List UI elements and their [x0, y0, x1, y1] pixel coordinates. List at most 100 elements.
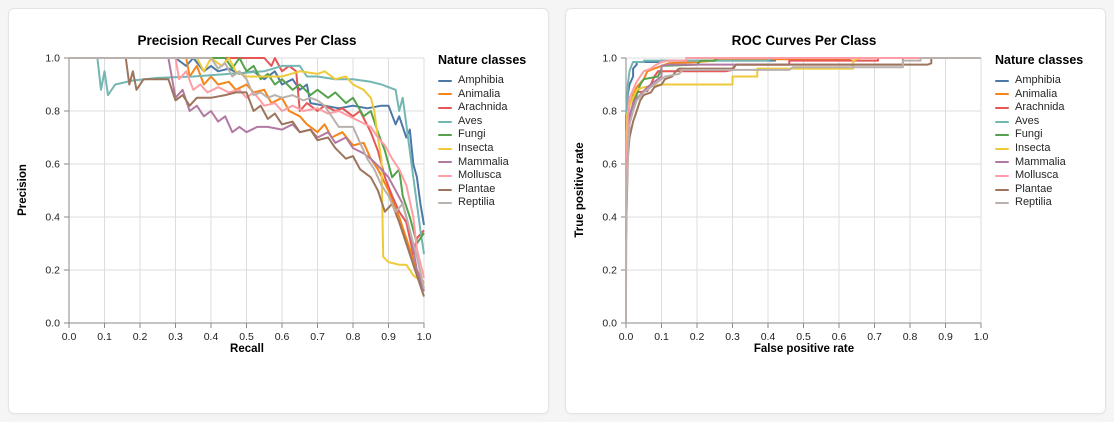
svg-text:0.7: 0.7 [867, 331, 882, 343]
svg-text:1.0: 1.0 [974, 331, 989, 343]
legend-label: Fungi [458, 128, 486, 141]
legend-label: Animalia [458, 87, 501, 100]
svg-text:0.2: 0.2 [133, 331, 148, 343]
legend-item: Fungi [995, 128, 1083, 142]
legend-item: Amphibia [438, 74, 526, 88]
legend-swatch-line-icon [995, 202, 1009, 205]
pr-chart-title: Precision Recall Curves Per Class [137, 33, 357, 48]
legend-label: Insecta [458, 141, 494, 154]
pr-legend: Nature classes Amphibia Animalia Arachnida… [438, 53, 526, 210]
legend-swatch-line-icon [995, 79, 1009, 82]
svg-text:0.4: 0.4 [761, 331, 776, 343]
svg-text:0.6: 0.6 [45, 159, 60, 171]
legend-item: Plantae [995, 183, 1083, 197]
svg-text:0.7: 0.7 [310, 331, 325, 343]
svg-text:0.2: 0.2 [690, 331, 705, 343]
legend-label: Plantae [1015, 182, 1053, 195]
legend-item: Aves [438, 115, 526, 129]
svg-text:0.6: 0.6 [602, 159, 617, 171]
legend-swatch-line-icon [438, 174, 452, 177]
svg-text:0.5: 0.5 [796, 331, 811, 343]
svg-text:0.9: 0.9 [938, 331, 953, 343]
roc-legend-items: Amphibia Animalia Arachnida Aves Fungi Insect… [995, 74, 1083, 210]
legend-item: Mollusca [438, 169, 526, 183]
legend-item: Aves [995, 115, 1083, 129]
svg-text:0.0: 0.0 [62, 331, 77, 343]
legend-item: Insecta [995, 142, 1083, 156]
roc-chart-card: ROC Curves Per Class 0.0 0.1 0.2 0.3 0.4 0.5 0… [565, 8, 1106, 414]
legend-label: Aves [1015, 114, 1040, 127]
legend-label: Mammalia [1015, 155, 1066, 168]
legend-item: Reptilia [438, 196, 526, 210]
legend-label: Amphibia [1015, 74, 1061, 86]
legend-swatch-line-icon [438, 79, 452, 82]
legend-swatch-line-icon [438, 120, 452, 123]
legend-swatch-line-icon [438, 188, 452, 191]
svg-text:0.8: 0.8 [602, 106, 617, 118]
svg-text:1.0: 1.0 [602, 53, 617, 65]
svg-text:0.6: 0.6 [275, 331, 290, 343]
legend-swatch-line-icon [995, 120, 1009, 123]
svg-text:0.1: 0.1 [97, 331, 112, 343]
svg-text:0.6: 0.6 [832, 331, 847, 343]
svg-text:0.3: 0.3 [168, 331, 183, 343]
legend-item: Arachnida [438, 101, 526, 115]
svg-text:0.5: 0.5 [239, 331, 254, 343]
svg-text:0.4: 0.4 [602, 212, 617, 224]
legend-swatch-line-icon [995, 161, 1009, 164]
legend-item: Mammalia [995, 156, 1083, 170]
svg-text:0.8: 0.8 [45, 106, 60, 118]
svg-text:0.8: 0.8 [903, 331, 918, 343]
legend-label: Aves [458, 114, 483, 127]
legend-item: Plantae [438, 183, 526, 197]
roc-legend-title: Nature classes [995, 53, 1084, 67]
legend-swatch-line-icon [438, 202, 452, 205]
legend-swatch-line-icon [438, 161, 452, 164]
legend-label: Insecta [1015, 141, 1051, 154]
pr-chart-plot: 0.0 0.1 0.2 0.3 0.4 0.5 0.6 0.7 0.8 0.9 1.0 0.0 0.2 0… [45, 53, 432, 344]
roc-x-axis-title: False positive rate [753, 343, 855, 355]
legend-swatch-line-icon [438, 147, 452, 150]
svg-text:1.0: 1.0 [417, 331, 432, 343]
pr-legend-items: Amphibia Animalia Arachnida Aves Fungi Insect… [438, 74, 526, 210]
roc-chart-plot: 0.0 0.1 0.2 0.3 0.4 0.5 0.6 0.7 0.8 0.9 1.0 0.0 0.2 0… [602, 53, 989, 344]
svg-text:0.0: 0.0 [619, 331, 634, 343]
legend-label: Reptilia [458, 196, 495, 209]
legend-item: Insecta [438, 142, 526, 156]
roc-chart-title: ROC Curves Per Class [731, 33, 877, 48]
svg-text:1.0: 1.0 [45, 53, 60, 65]
svg-text:0.0: 0.0 [602, 318, 617, 330]
legend-label: Arachnida [458, 101, 508, 114]
legend-swatch-line-icon [995, 174, 1009, 177]
legend-label: Fungi [1015, 128, 1043, 141]
svg-text:0.9: 0.9 [381, 331, 396, 343]
legend-label: Reptilia [1015, 196, 1052, 209]
legend-label: Arachnida [1015, 101, 1065, 114]
precision-recall-chart-card: Precision Recall Curves Per Class 0.0 0.1… [8, 8, 549, 414]
legend-swatch-line-icon [438, 93, 452, 96]
legend-item: Fungi [438, 128, 526, 142]
legend-item: Amphibia [995, 74, 1083, 88]
legend-label: Mollusca [1015, 169, 1059, 182]
pr-x-axis-title: Recall [230, 343, 264, 355]
legend-swatch-line-icon [995, 106, 1009, 109]
legend-swatch-line-icon [995, 93, 1009, 96]
legend-swatch-line-icon [438, 106, 452, 109]
legend-swatch-line-icon [995, 188, 1009, 191]
svg-text:0.1: 0.1 [654, 331, 669, 343]
legend-item: Animalia [995, 88, 1083, 102]
legend-label: Amphibia [458, 74, 504, 86]
svg-text:0.4: 0.4 [204, 331, 219, 343]
svg-text:0.8: 0.8 [346, 331, 361, 343]
svg-text:0.2: 0.2 [45, 265, 60, 277]
svg-text:0.4: 0.4 [45, 212, 60, 224]
svg-text:0.3: 0.3 [725, 331, 740, 343]
legend-swatch-line-icon [995, 147, 1009, 150]
legend-item: Mammalia [438, 156, 526, 170]
legend-label: Plantae [458, 182, 496, 195]
legend-item: Arachnida [995, 101, 1083, 115]
legend-item: Animalia [438, 88, 526, 102]
pr-legend-title: Nature classes [438, 53, 527, 67]
legend-swatch-line-icon [438, 134, 452, 137]
svg-text:0.0: 0.0 [45, 318, 60, 330]
